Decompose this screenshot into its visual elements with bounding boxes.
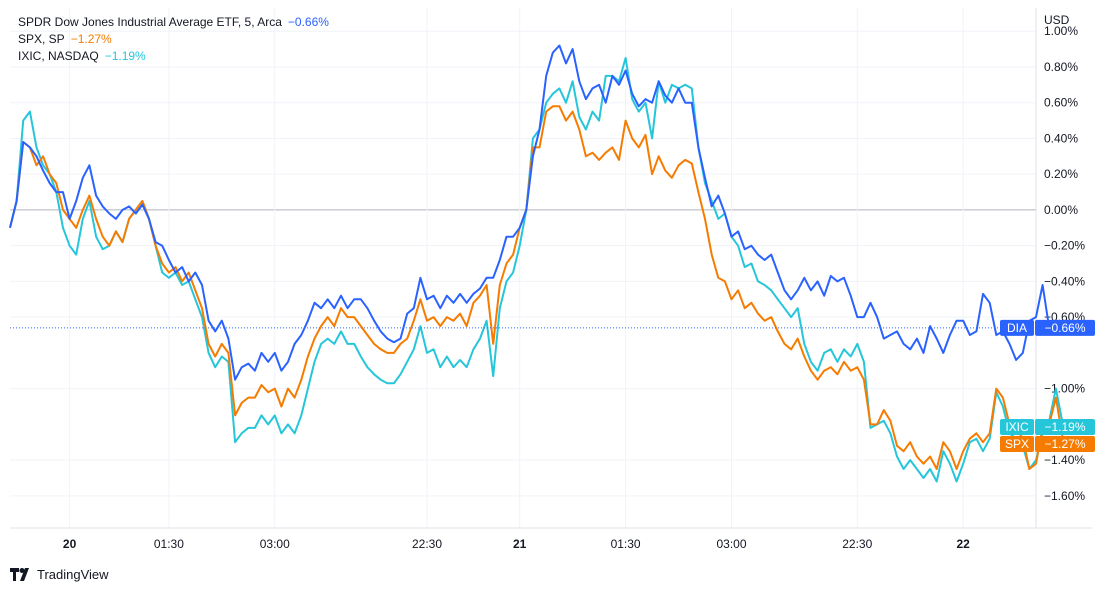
x-tick-label: 20 xyxy=(63,537,77,551)
price-tag-symbol: DIA xyxy=(1007,321,1027,335)
price-tag-symbol: IXIC xyxy=(1005,420,1029,434)
x-tick-label: 01:30 xyxy=(611,537,641,551)
last-price-tags: DIA −0.66% SPX −1.27% IXIC −1.19% xyxy=(1000,319,1095,452)
price-tag-symbol-bg xyxy=(1000,436,1034,452)
x-tick-label: 22:30 xyxy=(842,537,872,551)
price-tag-value: −0.66% xyxy=(1044,321,1085,335)
x-tick-label: 21 xyxy=(513,537,527,551)
y-tick-label: −0.40% xyxy=(1044,274,1085,288)
price-tag-value: −1.27% xyxy=(1044,437,1085,451)
price-tag-symbol: SPX xyxy=(1005,437,1029,451)
series-line-spx xyxy=(9,105,1064,470)
price-tag-value-bg xyxy=(1035,419,1095,435)
price-tag-value-bg xyxy=(1035,436,1095,452)
tradingview-brand[interactable]: TradingView xyxy=(10,567,109,582)
price-tag-value-bg xyxy=(1035,319,1095,336)
price-tag-dia: DIA −0.66% xyxy=(1000,319,1095,336)
y-tick-label: 0.00% xyxy=(1044,203,1078,217)
x-tick-label: 01:30 xyxy=(154,537,184,551)
chart-legend: SPDR Dow Jones Industrial Average ETF, 5… xyxy=(18,14,329,65)
y-tick-label: 0.80% xyxy=(1044,60,1078,74)
legend-name: IXIC, NASDAQ xyxy=(18,49,99,63)
y-tick-label: 0.60% xyxy=(1044,96,1078,110)
legend-row-dia[interactable]: SPDR Dow Jones Industrial Average ETF, 5… xyxy=(18,14,329,31)
brand-name: TradingView xyxy=(37,567,109,582)
price-tag-spx: SPX −1.27% xyxy=(1000,436,1095,452)
series-line-ixic xyxy=(9,57,1064,483)
y-tick-label: −0.20% xyxy=(1044,239,1085,253)
y-tick-label: 1.00% xyxy=(1044,24,1078,38)
y-tick-label: 0.40% xyxy=(1044,131,1078,145)
legend-value: −0.66% xyxy=(287,15,329,29)
y-tick-label: −1.40% xyxy=(1044,453,1085,467)
price-tag-ixic: IXIC −1.19% xyxy=(1000,419,1095,435)
series-line-dia xyxy=(9,44,1051,381)
currency-label: USD xyxy=(1044,13,1070,27)
x-tick-label: 03:00 xyxy=(260,537,290,551)
price-tag-symbol-bg xyxy=(1000,419,1034,435)
price-tag-symbol-bg xyxy=(1000,319,1034,336)
x-tick-label: 22 xyxy=(957,537,971,551)
chart-lines xyxy=(9,44,1064,483)
legend-value: −1.19% xyxy=(104,49,146,63)
legend-value: −1.27% xyxy=(70,32,112,46)
chart-axes: 1.00% 0.80% 0.60% 0.40% 0.20% 0.00% −0.20% −0.4… xyxy=(10,8,1092,551)
legend-name: SPDR Dow Jones Industrial Average ETF, 5… xyxy=(18,15,282,29)
legend-row-spx[interactable]: SPX, SP −1.27% xyxy=(18,31,329,48)
legend-row-ixic[interactable]: IXIC, NASDAQ −1.19% xyxy=(18,48,329,65)
chart-grid xyxy=(10,8,1036,528)
price-tag-value: −1.19% xyxy=(1044,420,1085,434)
legend-name: SPX, SP xyxy=(18,32,65,46)
tradingview-logo-icon xyxy=(10,568,29,581)
x-tick-label: 03:00 xyxy=(716,537,746,551)
x-tick-label: 22:30 xyxy=(412,537,442,551)
y-tick-label: −1.60% xyxy=(1044,489,1085,503)
y-tick-label: 0.20% xyxy=(1044,167,1078,181)
y-tick-label: −1.00% xyxy=(1044,382,1085,396)
